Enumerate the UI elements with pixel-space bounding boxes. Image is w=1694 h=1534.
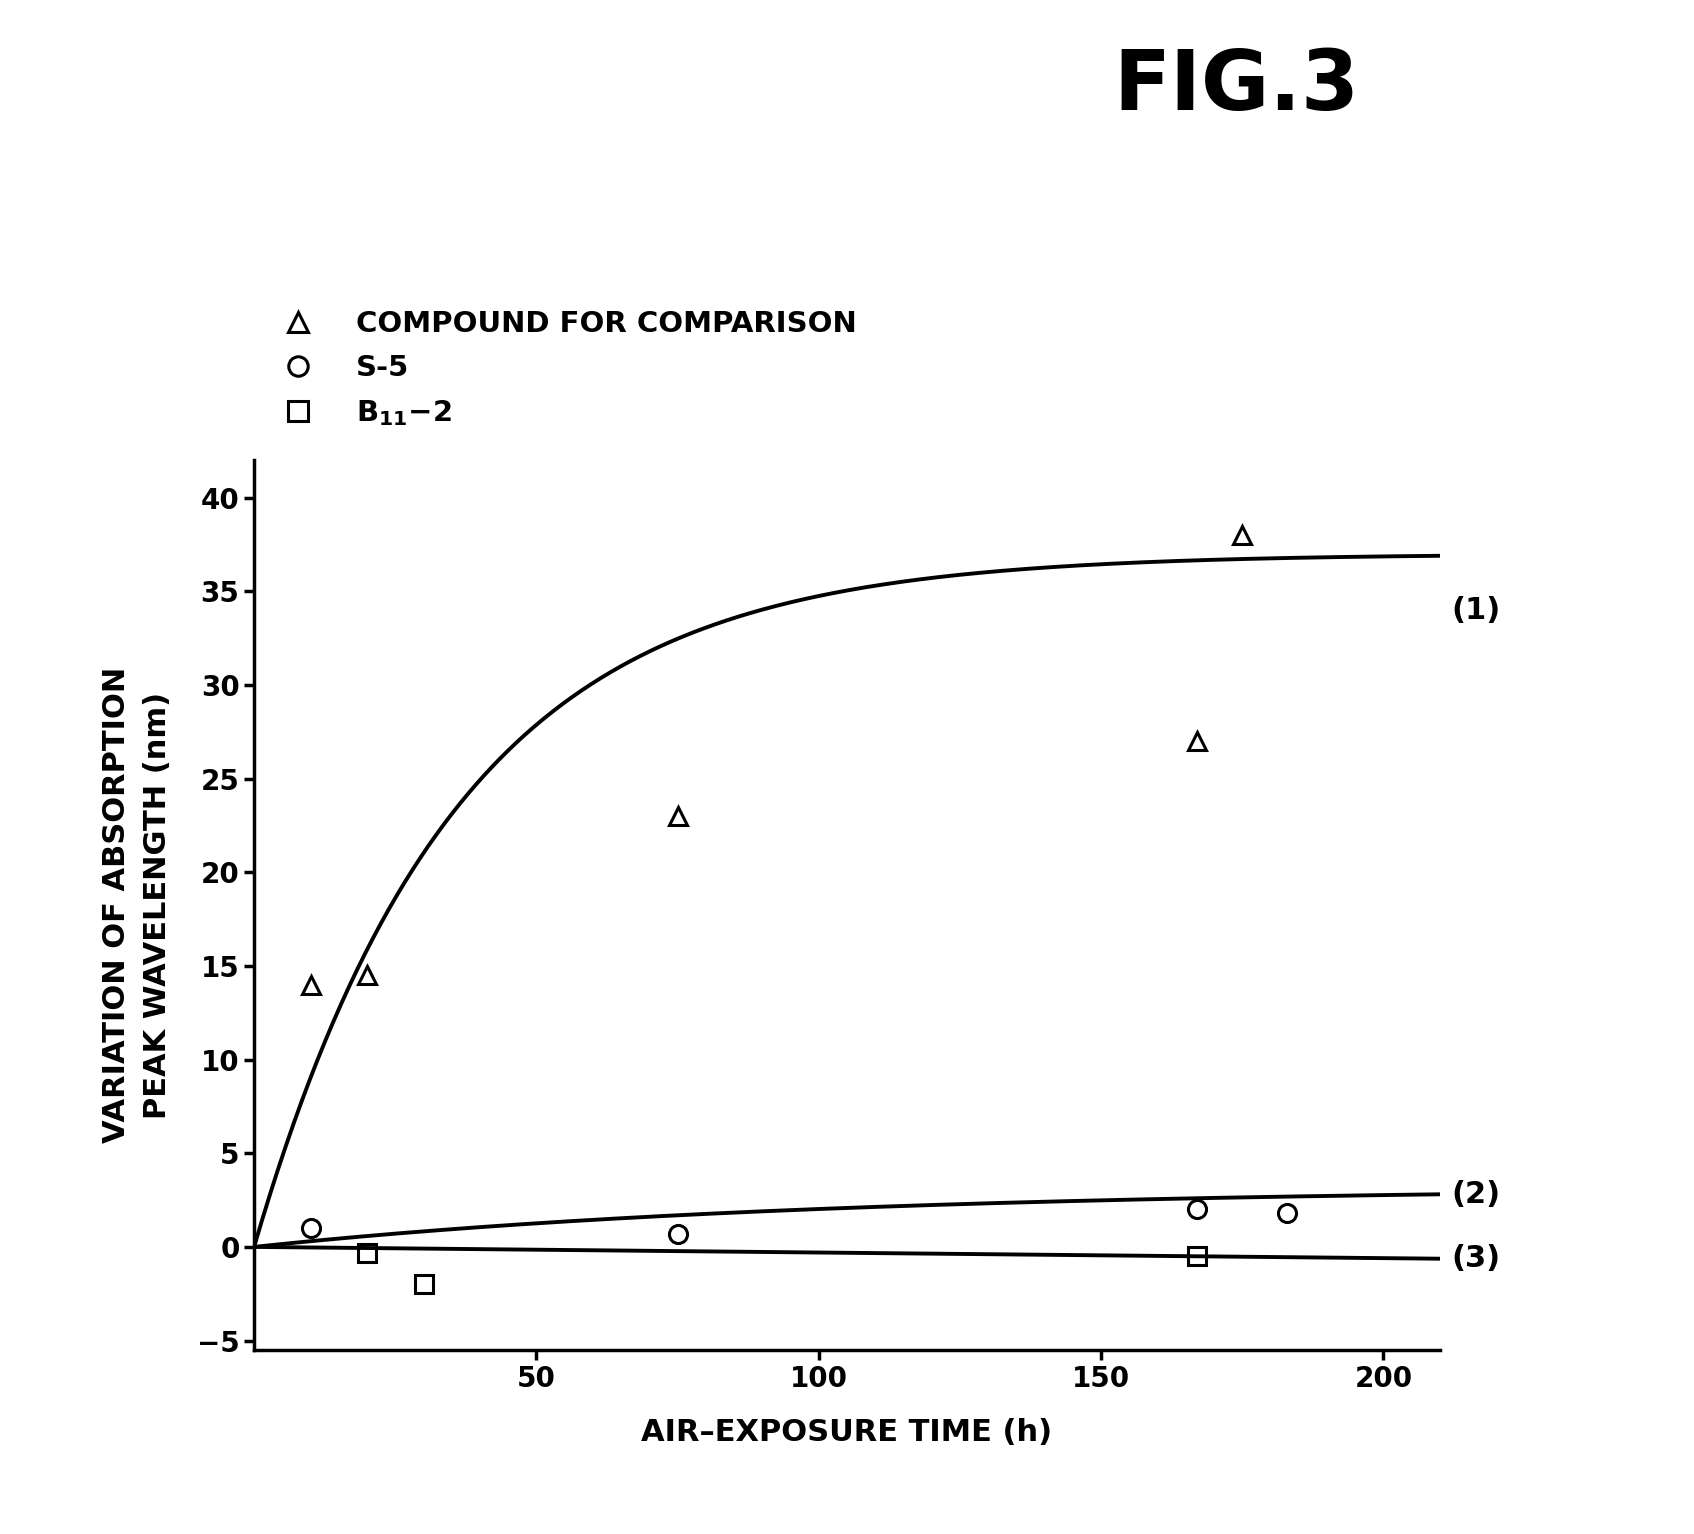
Text: FIG.3: FIG.3 — [1113, 46, 1360, 127]
Text: (3): (3) — [1452, 1244, 1501, 1273]
Text: (1): (1) — [1452, 595, 1501, 624]
Legend: COMPOUND FOR COMPARISON, S-5, $\mathbf{B_{11}}$$\mathbf{-2}$: COMPOUND FOR COMPARISON, S-5, $\mathbf{B… — [269, 310, 857, 428]
Y-axis label: VARIATION OF ABSORPTION
PEAK WAVELENGTH (nm): VARIATION OF ABSORPTION PEAK WAVELENGTH … — [102, 667, 171, 1143]
X-axis label: AIR–EXPOSURE TIME (h): AIR–EXPOSURE TIME (h) — [642, 1417, 1052, 1447]
Text: (2): (2) — [1452, 1180, 1501, 1209]
